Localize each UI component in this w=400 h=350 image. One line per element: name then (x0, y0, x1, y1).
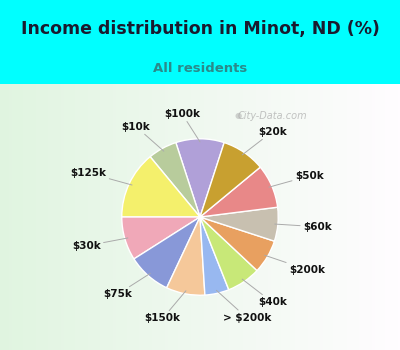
Text: $150k: $150k (145, 291, 186, 323)
Wedge shape (134, 217, 200, 288)
Wedge shape (200, 217, 229, 295)
Text: $40k: $40k (242, 279, 287, 307)
Text: All residents: All residents (153, 62, 247, 75)
Wedge shape (176, 139, 224, 217)
Text: $60k: $60k (275, 222, 332, 232)
Text: $10k: $10k (122, 121, 164, 151)
Text: $30k: $30k (72, 238, 128, 251)
Wedge shape (122, 217, 200, 259)
Wedge shape (122, 157, 200, 217)
Wedge shape (200, 217, 257, 290)
Wedge shape (200, 142, 260, 217)
Text: $50k: $50k (269, 171, 324, 187)
Wedge shape (150, 142, 200, 217)
Wedge shape (167, 217, 205, 295)
Wedge shape (200, 207, 278, 241)
Text: $125k: $125k (70, 168, 132, 185)
Wedge shape (200, 167, 278, 217)
Text: Income distribution in Minot, ND (%): Income distribution in Minot, ND (%) (20, 20, 380, 38)
Text: ●: ● (234, 111, 242, 120)
Wedge shape (200, 217, 274, 271)
Text: $100k: $100k (164, 109, 200, 142)
Text: $20k: $20k (242, 127, 287, 155)
Text: > $200k: > $200k (216, 290, 271, 323)
Text: City-Data.com: City-Data.com (237, 111, 307, 121)
Text: $200k: $200k (265, 255, 325, 274)
Text: $75k: $75k (103, 273, 150, 300)
